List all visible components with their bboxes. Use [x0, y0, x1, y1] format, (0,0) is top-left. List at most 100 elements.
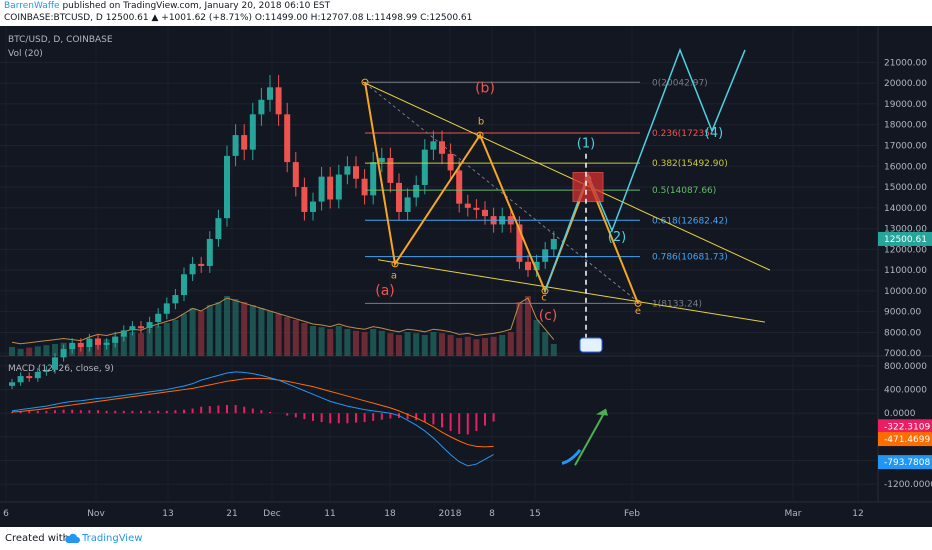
- symbol-title: BTC/USD, D, COINBASE: [8, 35, 113, 45]
- bullish-arrow-head: [596, 408, 608, 416]
- price-tick-label: 18000.00: [884, 121, 927, 131]
- volume-bar: [155, 326, 162, 356]
- volume-bar: [516, 302, 523, 356]
- wave-label: c: [541, 292, 547, 303]
- candle-body: [464, 203, 471, 208]
- candle-body: [198, 263, 205, 266]
- volume-bar: [507, 332, 514, 356]
- volume-bar: [172, 320, 179, 356]
- candle-body: [17, 376, 24, 383]
- volume-bar: [396, 335, 402, 356]
- tradingview-brand[interactable]: TradingView: [82, 533, 143, 544]
- candle-body: [120, 330, 127, 337]
- candle-body: [533, 261, 540, 271]
- wave-label: (1): [577, 137, 595, 152]
- macd-upturn-highlight: [561, 448, 582, 465]
- volume-bar: [284, 317, 291, 356]
- volume-bar: [353, 330, 359, 356]
- volume-bar: [439, 333, 445, 356]
- time-tick-label: 15: [529, 509, 540, 519]
- candle-body: [138, 326, 144, 329]
- wave-label: e: [635, 306, 641, 317]
- volume-bar: [120, 335, 127, 356]
- candle-body: [206, 238, 213, 266]
- fib-level-label: 0(20042.97): [652, 78, 708, 88]
- time-tick-label: 21: [226, 509, 237, 519]
- candle-body: [9, 382, 15, 386]
- macd-line: [11, 371, 494, 467]
- candle-body: [310, 201, 316, 212]
- price-tick-label: 10000.00: [884, 287, 927, 297]
- candle-body: [172, 295, 179, 304]
- candle-body: [327, 176, 334, 200]
- price-tick-label: 8000.00: [884, 328, 921, 338]
- candle-body: [95, 338, 101, 345]
- wave-label: (c): [539, 308, 558, 324]
- macd-signal-line: [11, 377, 494, 448]
- volume-bar: [335, 326, 342, 356]
- candle-body: [275, 87, 282, 115]
- volume-bar: [378, 330, 385, 356]
- header-bar: BarrenWaffe published on TradingView.com…: [0, 0, 932, 26]
- volume-bar: [430, 332, 437, 356]
- candle-body: [232, 135, 239, 156]
- volume-bar: [232, 299, 239, 356]
- macd-tick-label: 800.0000: [884, 362, 927, 372]
- candle-body: [550, 238, 557, 250]
- time-tick-label: Feb: [624, 509, 640, 519]
- volume-bar: [258, 308, 265, 356]
- candle-body: [155, 313, 162, 323]
- volume-bar: [421, 335, 428, 356]
- fib-level-label: 0.382(15492.90): [652, 159, 728, 169]
- volume-bar: [181, 314, 187, 356]
- bullish-arrow-line: [574, 409, 607, 466]
- price-axis: 21000.00 20000.00 19000.00 18000.00 17000.00…: [878, 58, 932, 490]
- candle-body: [421, 149, 428, 185]
- volume-bar: [533, 320, 540, 356]
- price-tick-label: 9000.00: [884, 308, 921, 318]
- price-tick-label: 14000.00: [884, 204, 927, 214]
- candle-body: [189, 263, 196, 275]
- author-link[interactable]: BarrenWaffe: [4, 1, 60, 11]
- macd-pane: [11, 371, 608, 467]
- macd-value-label: -471.4699: [884, 435, 930, 445]
- volume-bar: [9, 347, 15, 356]
- macd-value-badge: [878, 419, 932, 434]
- volume-bar: [52, 344, 58, 356]
- candle-body: [430, 141, 437, 150]
- fib-level-label: 0.618(12682.42): [652, 216, 728, 226]
- volume-bar: [490, 336, 497, 356]
- volume-bar: [482, 338, 488, 356]
- event-marker-icon: [579, 337, 603, 353]
- macd-tick-label: 400.0000: [884, 386, 927, 396]
- candle-body: [146, 322, 153, 329]
- time-tick-label: 11: [324, 509, 335, 519]
- price-tick-label: 13000.00: [884, 225, 927, 235]
- candle-body: [86, 338, 93, 347]
- candle-body: [335, 174, 342, 200]
- volume-bar: [26, 347, 33, 356]
- last-price-label: 12500.61: [884, 235, 927, 245]
- volume-bar: [301, 323, 308, 356]
- volume-bar: [318, 327, 325, 356]
- time-tick-label: 18: [384, 509, 396, 519]
- price-tick-label: 19000.00: [884, 100, 927, 110]
- fibonacci-retracement: 0(20042.97) 0.236(17235 0.382(15492.90) 0.5…: [364, 78, 728, 309]
- tradingview-cloud-icon: [65, 533, 80, 543]
- time-tick-label: 6: [3, 509, 9, 519]
- chart-canvas[interactable]: 0(20042.97) 0.236(17235 0.382(15492.90) 0.5…: [0, 26, 932, 527]
- volume-bar: [310, 326, 316, 356]
- candle-body: [52, 357, 58, 370]
- candle-body: [163, 303, 170, 314]
- price-tick-label: 20000.00: [884, 79, 927, 89]
- price-tick-label: 16000.00: [884, 162, 927, 172]
- chart-background: [0, 26, 932, 527]
- candle-body: [482, 209, 488, 217]
- volume-bar: [404, 332, 411, 356]
- wave-label: (2): [608, 230, 626, 245]
- fib-level-label: 1(8133.24): [652, 299, 702, 309]
- candle-body: [292, 162, 299, 188]
- publish-info: BarrenWaffe published on TradingView.com…: [4, 1, 330, 11]
- fib-level-label: 0.786(10681.73): [652, 253, 728, 263]
